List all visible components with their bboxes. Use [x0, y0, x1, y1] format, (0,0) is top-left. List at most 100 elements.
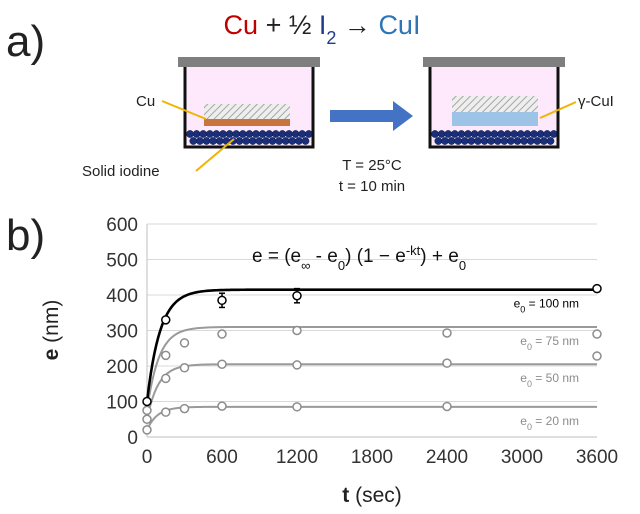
iodine-bead: [460, 137, 469, 145]
iodine-bead: [543, 130, 552, 138]
iodine-bead: [533, 137, 542, 145]
iodine-beads-right: [431, 130, 558, 145]
chamber-right-walls: [428, 67, 560, 149]
iodine-bead: [225, 130, 234, 138]
iodine-bead: [526, 137, 535, 145]
iodine-bead: [510, 130, 519, 138]
data-point: [142, 425, 152, 435]
chamber-left-lid: [178, 57, 320, 67]
y-tick-label: 200: [106, 357, 138, 378]
chamber-right-substrate: [452, 96, 538, 112]
chamber-left-substrate: [204, 104, 290, 119]
y-axis-title: e (nm): [40, 300, 63, 361]
iodine-bead: [298, 130, 307, 138]
iodine-bead: [516, 130, 525, 138]
iodine-bead: [523, 130, 532, 138]
data-point: [161, 373, 171, 384]
data-point: [442, 328, 452, 338]
iodine-bead: [285, 130, 293, 138]
iodine-bead: [500, 137, 509, 145]
y-tick-label: 400: [106, 286, 138, 307]
series-label: e0 = 50 nm: [520, 371, 579, 389]
chamber-right: [423, 57, 565, 149]
x-tick-label: 1200: [276, 447, 318, 468]
data-point: [217, 295, 227, 306]
iodine-bead: [242, 137, 250, 145]
y-tick-label: 500: [106, 251, 138, 272]
y-tick-label: 100: [106, 393, 138, 414]
iodine-bead: [238, 130, 247, 138]
formula-part: 0: [459, 258, 466, 273]
reaction-arrow-shape: [330, 101, 413, 131]
iodine-bead: [288, 137, 297, 145]
iodine-bead: [536, 130, 545, 138]
data-point: [142, 396, 152, 407]
iodine-bead: [271, 130, 280, 138]
iodine-bead: [219, 130, 227, 138]
chamber-left-walls: [183, 67, 315, 149]
iodine-bead: [493, 137, 502, 145]
iodine-bead: [540, 137, 548, 145]
series-labels: e0 = 20 nm e0 = 50 nm e0 = 75 nm e0 = 100 n…: [514, 297, 579, 432]
iodine-bead: [483, 130, 492, 138]
iodine-bead: [441, 137, 449, 145]
iodine-bead: [252, 130, 260, 138]
y-tick-label: 0: [127, 428, 138, 449]
data-point: [292, 360, 302, 370]
cui-film: [452, 112, 538, 126]
reaction-arrow: →: [344, 10, 371, 40]
chamber-left: [178, 57, 320, 149]
data-point: [217, 401, 227, 411]
iodine-bead: [262, 137, 270, 145]
pointer-cui: [539, 101, 577, 119]
label-solid-iodine: Solid iodine: [82, 163, 160, 180]
iodine-bead: [255, 137, 264, 145]
pointer-cu: [161, 100, 207, 120]
data-point: [217, 359, 227, 369]
iodine-bead: [235, 137, 244, 145]
data-points: [142, 283, 602, 435]
iodine-bead: [513, 137, 522, 145]
iodine-bead: [503, 130, 512, 138]
data-point: [292, 325, 302, 336]
iodine-bead: [291, 130, 300, 138]
formula-part: ∞: [301, 258, 310, 273]
reaction-iodine-subscript: 2: [326, 28, 336, 48]
iodine-bead: [507, 137, 515, 145]
data-point: [442, 401, 452, 412]
data-point: [161, 315, 171, 325]
x-tick-label: 1800: [351, 447, 393, 468]
x-tick-label: 3000: [501, 447, 543, 468]
iodine-bead: [487, 137, 495, 145]
iodine-bead: [212, 130, 221, 138]
data-point: [161, 407, 171, 417]
series-label: e0 = 20 nm: [520, 414, 579, 432]
data-point: [142, 405, 152, 416]
x-axis-title: t (sec): [342, 484, 402, 507]
formula-part: ) + e: [420, 246, 459, 267]
panel-a-label: a): [6, 17, 45, 66]
iodine-bead: [467, 137, 476, 145]
pointer-iodine: [195, 138, 235, 172]
iodine-bead: [189, 137, 198, 145]
data-point: [442, 358, 452, 368]
y-tick-label: 300: [106, 322, 138, 343]
iodine-bead: [281, 137, 290, 145]
iodine-bead: [304, 130, 313, 138]
error-bars: [219, 287, 300, 309]
x-tick-label: 3600: [576, 447, 618, 468]
fit-curve: [146, 325, 597, 411]
iodine-bead: [301, 137, 310, 145]
data-point: [142, 414, 152, 424]
iodine-bead: [490, 130, 499, 138]
formula-part: ) (1 − e: [345, 246, 406, 267]
iodine-bead: [470, 130, 479, 138]
reaction-equation: Cu + ½ I2 → CuI: [224, 10, 421, 48]
iodine-bead: [199, 130, 208, 138]
data-point: [592, 351, 602, 361]
data-point: [179, 403, 190, 414]
series-label: e0 = 100 nm: [514, 297, 579, 315]
iodine-bead: [278, 130, 287, 138]
iodine-bead: [520, 137, 528, 145]
iodine-bead: [245, 130, 254, 138]
